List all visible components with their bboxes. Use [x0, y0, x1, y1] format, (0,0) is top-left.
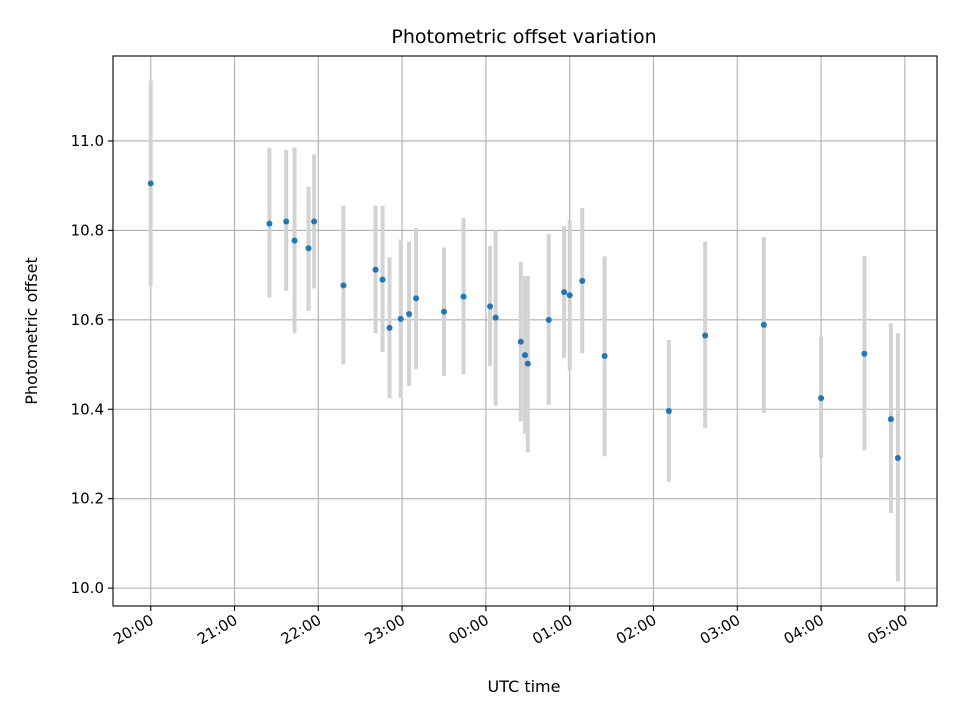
data-point [818, 395, 825, 402]
data-point [760, 321, 767, 328]
data-point [460, 293, 467, 300]
data-point [702, 332, 709, 339]
data-point [487, 303, 494, 310]
data-point [291, 237, 298, 244]
data-point [406, 311, 413, 318]
data-point [545, 316, 552, 323]
data-point [266, 220, 273, 227]
data-point [305, 245, 312, 252]
data-point [440, 308, 447, 315]
data-point [283, 218, 290, 225]
data-point [311, 218, 318, 225]
y-tick-label: 10.6 [71, 311, 104, 329]
data-point [413, 295, 420, 302]
data-point [566, 292, 573, 299]
data-point [379, 276, 386, 283]
data-point [894, 454, 901, 461]
data-point [517, 338, 524, 345]
data-point [386, 324, 393, 331]
data-point [601, 353, 608, 360]
x-axis-label: UTC time [488, 677, 561, 696]
data-point [665, 408, 672, 415]
data-point [524, 360, 531, 367]
y-tick-label: 10.0 [71, 579, 104, 597]
y-axis-label: Photometric offset [22, 257, 41, 405]
y-tick-label: 10.8 [71, 221, 104, 239]
data-point [147, 180, 154, 187]
data-point [861, 350, 868, 357]
data-point [492, 314, 499, 321]
data-point [579, 277, 586, 284]
data-point [561, 289, 568, 296]
data-point [522, 352, 528, 359]
y-tick-label: 10.2 [71, 490, 104, 508]
chart-title: Photometric offset variation [391, 26, 656, 48]
data-points [147, 180, 901, 461]
y-tick-label: 10.4 [71, 400, 104, 418]
data-point [397, 315, 404, 322]
plot-area-frame [112, 55, 938, 607]
y-tick-label: 11.0 [71, 132, 104, 150]
data-point [887, 416, 894, 423]
data-point [340, 282, 347, 289]
data-point [372, 266, 379, 273]
